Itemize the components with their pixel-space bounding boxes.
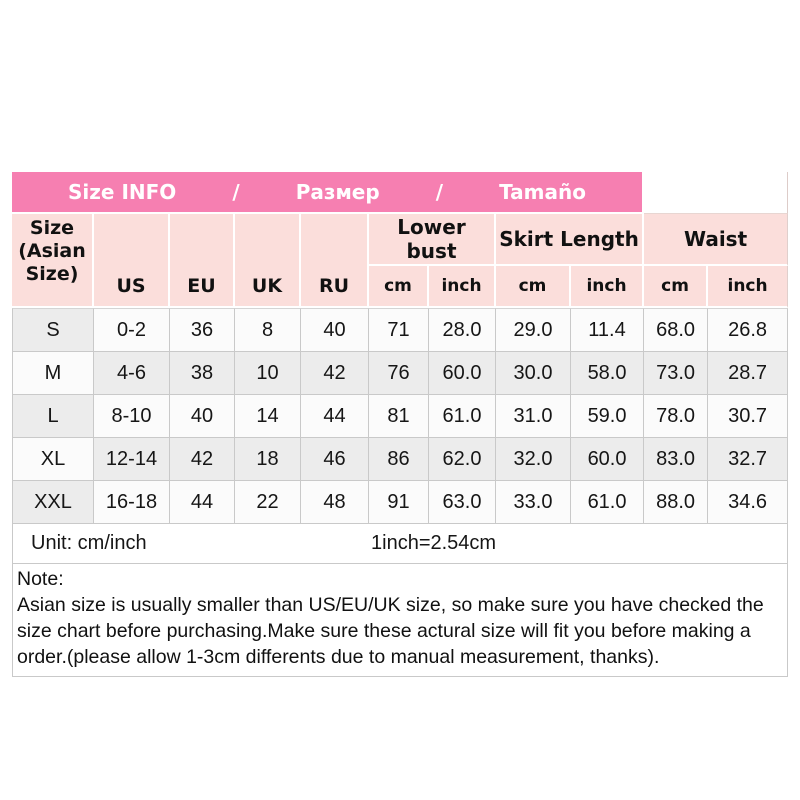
size-cell: M bbox=[12, 352, 94, 395]
us-cell: 16-18 bbox=[94, 481, 170, 524]
skirt-cm-cell: 33.0 bbox=[496, 481, 571, 524]
uk-cell: 14 bbox=[235, 395, 301, 438]
waist-inch-cell: 28.7 bbox=[708, 352, 789, 395]
ru-cell: 46 bbox=[301, 438, 369, 481]
skirt-inch-header: inch bbox=[571, 266, 645, 308]
eu-cell: 38 bbox=[170, 352, 235, 395]
size-cell: XXL bbox=[12, 481, 94, 524]
unit-label: Unit: cm/inch bbox=[12, 524, 369, 564]
bust-cm-header: cm bbox=[369, 266, 429, 308]
conversion-value: 1inch=2.54cm bbox=[369, 524, 789, 564]
us-column-header: US bbox=[94, 214, 170, 308]
waist-header: Waist bbox=[644, 214, 789, 266]
bust-inch-cell: 28.0 bbox=[429, 308, 496, 352]
bust-inch-cell: 61.0 bbox=[429, 395, 496, 438]
table-row: M 4-6 38 10 42 76 60.0 30.0 58.0 73.0 28… bbox=[12, 352, 789, 395]
size-header-line: Size bbox=[29, 217, 75, 239]
banner-separator: / bbox=[232, 180, 240, 204]
table-row: XXL 16-18 44 22 48 91 63.0 33.0 61.0 88.… bbox=[12, 481, 789, 524]
banner-title: Size INFO / Размер / Tamaño bbox=[12, 180, 642, 204]
bust-inch-cell: 60.0 bbox=[429, 352, 496, 395]
eu-column-header: EU bbox=[170, 214, 235, 308]
bust-cm-cell: 81 bbox=[369, 395, 429, 438]
skirt-cm-cell: 30.0 bbox=[496, 352, 571, 395]
bust-inch-cell: 63.0 bbox=[429, 481, 496, 524]
waist-cm-cell: 83.0 bbox=[644, 438, 709, 481]
bust-cm-cell: 91 bbox=[369, 481, 429, 524]
table-row: S 0-2 36 8 40 71 28.0 29.0 11.4 68.0 26.… bbox=[12, 308, 789, 352]
skirt-length-header: Skirt Length bbox=[496, 214, 645, 266]
skirt-cm-cell: 29.0 bbox=[496, 308, 571, 352]
lower-bust-header: Lower bust bbox=[369, 214, 496, 266]
bust-cm-cell: 76 bbox=[369, 352, 429, 395]
banner-row: Size INFO / Размер / Tamaño bbox=[12, 172, 789, 214]
skirt-inch-cell: 59.0 bbox=[571, 395, 645, 438]
us-cell: 12-14 bbox=[94, 438, 170, 481]
table-row: XL 12-14 42 18 46 86 62.0 32.0 60.0 83.0… bbox=[12, 438, 789, 481]
skirt-cm-cell: 31.0 bbox=[496, 395, 571, 438]
waist-cm-cell: 78.0 bbox=[644, 395, 709, 438]
banner-tamano: Tamaño bbox=[499, 180, 586, 204]
ru-cell: 40 bbox=[301, 308, 369, 352]
waist-inch-cell: 34.6 bbox=[708, 481, 789, 524]
header-row-groups: Size (Asian Size) US EU UK RU Lower bust… bbox=[12, 214, 789, 308]
skirt-inch-cell: 11.4 bbox=[571, 308, 645, 352]
banner-razmer: Размер bbox=[295, 180, 380, 204]
unit-row: Unit: cm/inch 1inch=2.54cm bbox=[12, 524, 789, 564]
note-line: size chart before purchasing.Make sure t… bbox=[17, 620, 751, 642]
header-row-units: cm inch cm inch cm inch bbox=[12, 266, 789, 308]
note-line: order.(please allow 1-3cm differents due… bbox=[17, 646, 660, 668]
ru-column-header: RU bbox=[301, 214, 369, 308]
size-column-header: Size (Asian Size) bbox=[12, 214, 94, 308]
uk-cell: 18 bbox=[235, 438, 301, 481]
skirt-cm-header: cm bbox=[496, 266, 571, 308]
eu-cell: 42 bbox=[170, 438, 235, 481]
us-cell: 8-10 bbox=[94, 395, 170, 438]
uk-cell: 8 bbox=[235, 308, 301, 352]
skirt-inch-cell: 58.0 bbox=[571, 352, 645, 395]
size-cell: XL bbox=[12, 438, 94, 481]
waist-cm-cell: 73.0 bbox=[644, 352, 709, 395]
uk-cell: 10 bbox=[235, 352, 301, 395]
banner-separator: / bbox=[435, 180, 444, 204]
ru-cell: 48 bbox=[301, 481, 369, 524]
uk-cell: 22 bbox=[235, 481, 301, 524]
us-cell: 0-2 bbox=[94, 308, 170, 352]
bust-cm-cell: 71 bbox=[369, 308, 429, 352]
ru-cell: 42 bbox=[301, 352, 369, 395]
size-header-line: (Asian bbox=[18, 240, 86, 262]
ru-cell: 44 bbox=[301, 395, 369, 438]
waist-inch-cell: 26.8 bbox=[708, 308, 789, 352]
note-line: Asian size is usually smaller than US/EU… bbox=[17, 594, 764, 616]
waist-inch-cell: 30.7 bbox=[708, 395, 789, 438]
banner-title-cell: Size INFO / Размер / Tamaño bbox=[12, 172, 645, 214]
skirt-cm-cell: 32.0 bbox=[496, 438, 571, 481]
note-title: Note: bbox=[17, 568, 64, 590]
waist-cm-cell: 68.0 bbox=[644, 308, 709, 352]
size-chart: Size INFO / Размер / Tamaño Size (Asian … bbox=[12, 172, 789, 677]
bust-inch-cell: 62.0 bbox=[429, 438, 496, 481]
bust-cm-cell: 86 bbox=[369, 438, 429, 481]
banner-size-info: Size INFO bbox=[68, 180, 177, 204]
us-cell: 4-6 bbox=[94, 352, 170, 395]
size-table: Size INFO / Размер / Tamaño Size (Asian … bbox=[12, 172, 789, 564]
eu-cell: 40 bbox=[170, 395, 235, 438]
waist-cm-header: cm bbox=[644, 266, 709, 308]
bust-inch-header: inch bbox=[429, 266, 496, 308]
size-cell: S bbox=[12, 308, 94, 352]
banner-empty-cell bbox=[644, 172, 789, 214]
skirt-inch-cell: 60.0 bbox=[571, 438, 645, 481]
eu-cell: 36 bbox=[170, 308, 235, 352]
size-header-line: Size) bbox=[25, 263, 79, 285]
size-cell: L bbox=[12, 395, 94, 438]
waist-inch-cell: 32.7 bbox=[708, 438, 789, 481]
table-row: L 8-10 40 14 44 81 61.0 31.0 59.0 78.0 3… bbox=[12, 395, 789, 438]
eu-cell: 44 bbox=[170, 481, 235, 524]
skirt-inch-cell: 61.0 bbox=[571, 481, 645, 524]
waist-inch-header: inch bbox=[708, 266, 789, 308]
uk-column-header: UK bbox=[235, 214, 301, 308]
waist-cm-cell: 88.0 bbox=[644, 481, 709, 524]
note-block: Note: Asian size is usually smaller than… bbox=[12, 564, 788, 677]
